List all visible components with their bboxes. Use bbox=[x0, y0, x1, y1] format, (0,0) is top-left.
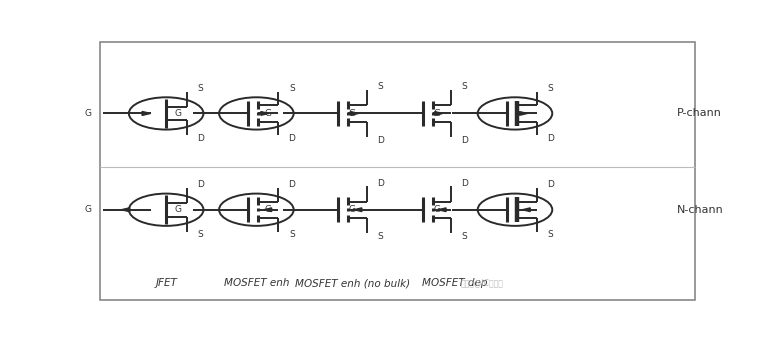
Text: G: G bbox=[265, 205, 272, 214]
Text: 光明开@IC探索者: 光明开@IC探索者 bbox=[460, 279, 504, 288]
Text: D: D bbox=[461, 178, 468, 188]
Text: MOSFET enh: MOSFET enh bbox=[223, 278, 289, 288]
Polygon shape bbox=[142, 112, 151, 116]
Polygon shape bbox=[264, 208, 272, 212]
Text: D: D bbox=[547, 134, 554, 143]
Polygon shape bbox=[354, 208, 362, 212]
Text: D: D bbox=[461, 136, 468, 145]
Text: D: D bbox=[197, 180, 204, 189]
Polygon shape bbox=[438, 208, 446, 212]
Text: G: G bbox=[433, 109, 440, 118]
Text: G: G bbox=[85, 205, 92, 214]
Text: S: S bbox=[462, 82, 467, 91]
Text: G: G bbox=[349, 109, 356, 118]
Text: D: D bbox=[289, 180, 295, 189]
Text: G: G bbox=[175, 205, 182, 214]
Text: D: D bbox=[376, 178, 383, 188]
Polygon shape bbox=[519, 112, 527, 115]
Text: D: D bbox=[547, 180, 554, 189]
Text: MOSFET dep: MOSFET dep bbox=[422, 278, 487, 288]
Text: D: D bbox=[376, 136, 383, 145]
Polygon shape bbox=[351, 112, 359, 115]
Text: D: D bbox=[197, 134, 204, 143]
Text: D: D bbox=[289, 134, 295, 143]
Polygon shape bbox=[121, 208, 130, 212]
Text: G: G bbox=[265, 109, 272, 118]
Text: S: S bbox=[289, 84, 295, 93]
Polygon shape bbox=[435, 112, 443, 115]
Text: S: S bbox=[198, 230, 203, 239]
Polygon shape bbox=[522, 208, 530, 212]
Text: N-chann: N-chann bbox=[677, 205, 724, 215]
Text: G: G bbox=[349, 205, 356, 214]
Text: S: S bbox=[198, 84, 203, 93]
Text: G: G bbox=[85, 109, 92, 118]
Text: S: S bbox=[548, 84, 553, 93]
Text: S: S bbox=[377, 232, 383, 241]
Text: MOSFET enh (no bulk): MOSFET enh (no bulk) bbox=[295, 278, 411, 288]
Text: S: S bbox=[548, 230, 553, 239]
Text: JFET: JFET bbox=[155, 278, 177, 288]
Text: S: S bbox=[462, 232, 467, 241]
Text: S: S bbox=[377, 82, 383, 91]
Text: S: S bbox=[289, 230, 295, 239]
Polygon shape bbox=[261, 112, 268, 115]
FancyBboxPatch shape bbox=[100, 42, 695, 299]
Text: G: G bbox=[175, 109, 182, 118]
Text: G: G bbox=[433, 205, 440, 214]
Text: P-chann: P-chann bbox=[677, 108, 722, 118]
